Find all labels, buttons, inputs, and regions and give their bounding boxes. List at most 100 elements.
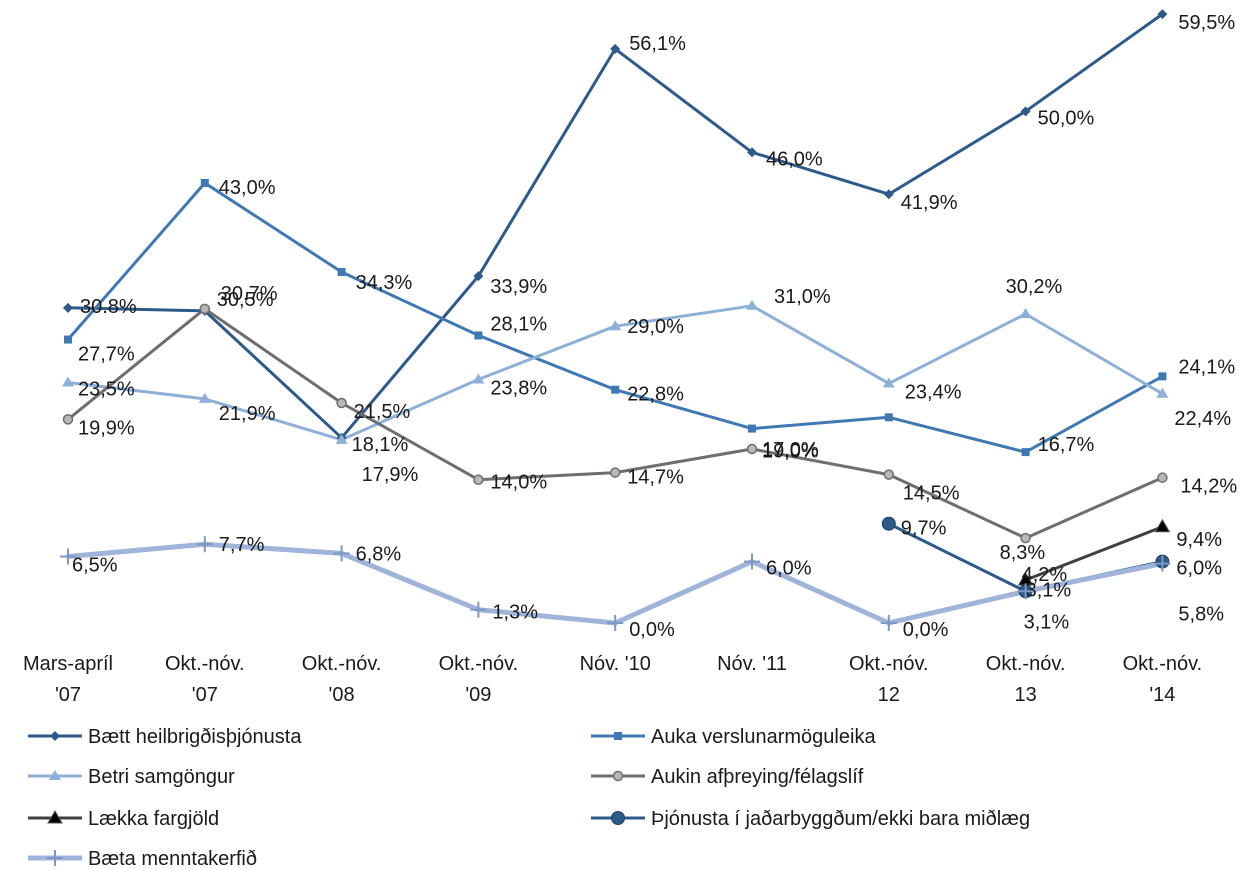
data-point-1-7 xyxy=(1021,448,1030,457)
data-point-6-0 xyxy=(60,548,76,565)
legend-marker-4 xyxy=(47,810,63,824)
x-tick-label-1-0: Okt.-nóv. xyxy=(165,653,245,675)
data-label-0-3: 33,9% xyxy=(490,276,547,298)
x-tick-label-4-0: Nóv. '10 xyxy=(580,653,651,675)
legend-marker-0 xyxy=(50,731,60,741)
legend-item-1: Auka verslunarmöguleika xyxy=(591,726,876,748)
data-label-1-3: 28,1% xyxy=(490,313,547,335)
data-point-6-3 xyxy=(470,601,487,618)
data-label-0-4: 56,1% xyxy=(629,33,686,55)
legend-label-5: Þjónusta í jaðarbyggðum/ekki bara miðlæg xyxy=(651,808,1030,830)
data-point-2-4 xyxy=(609,320,622,331)
legend: Bætt heilbrigðisþjónusta Auka verslunarmö… xyxy=(28,726,1030,870)
data-point-2-2 xyxy=(335,433,348,444)
data-point-0-8 xyxy=(1157,9,1168,20)
data-label-6-8: 5,8% xyxy=(1178,604,1224,626)
series-markers xyxy=(60,9,1171,631)
data-label-2-8: 22,4% xyxy=(1174,408,1231,430)
data-label-0-5: 46,0% xyxy=(766,148,823,170)
data-point-2-1 xyxy=(198,392,211,403)
data-label-2-2: 17,9% xyxy=(362,464,419,486)
data-label-2-7: 30,2% xyxy=(1006,276,1063,298)
x-tick-label-7-0: Okt.-nóv. xyxy=(986,653,1066,675)
legend-marker-3 xyxy=(612,770,624,782)
data-label-3-1: 30,7% xyxy=(221,283,278,305)
x-tick-label-7-1: 13 xyxy=(1014,684,1036,706)
data-label-2-5: 31,0% xyxy=(774,286,831,308)
data-point-0-3 xyxy=(473,271,484,282)
x-tick-label-2-0: Okt.-nóv. xyxy=(302,653,382,675)
legend-marker-6 xyxy=(47,850,63,866)
x-tick-label-0-1: '07 xyxy=(55,684,81,706)
series-lines xyxy=(65,12,1165,626)
data-point-1-1 xyxy=(200,178,209,187)
data-label-3-0: 19,9% xyxy=(78,417,135,439)
data-point-0-7 xyxy=(1020,106,1031,117)
legend-item-5: Þjónusta í jaðarbyggðum/ekki bara miðlæg xyxy=(591,808,1030,830)
legend-label-4: Lækka fargjöld xyxy=(88,808,219,830)
data-point-6-6 xyxy=(880,615,897,631)
data-label-6-0: 6,5% xyxy=(72,554,118,576)
data-point-1-2 xyxy=(337,267,346,276)
data-point-1-5 xyxy=(748,424,756,433)
data-point-2-7 xyxy=(1019,307,1032,318)
data-point-4-8 xyxy=(1154,518,1171,533)
data-label-6-6: 0,0% xyxy=(903,619,949,641)
data-label-1-1: 43,0% xyxy=(219,177,276,199)
data-label-5-7: 3,1% xyxy=(1026,579,1072,601)
data-point-2-8 xyxy=(1156,387,1169,398)
data-point-6-4 xyxy=(607,615,624,631)
x-tick-label-6-1: 12 xyxy=(878,684,900,706)
data-point-6-7 xyxy=(1017,583,1034,600)
data-label-3-2: 21,5% xyxy=(354,401,411,423)
legend-label-2: Betri samgöngur xyxy=(88,766,235,788)
data-label-2-3: 23,8% xyxy=(490,377,547,399)
data-point-6-1 xyxy=(196,536,213,553)
data-point-6-5 xyxy=(744,553,760,570)
data-point-3-6 xyxy=(883,469,895,480)
data-label-6-3: 1,3% xyxy=(492,602,538,624)
data-label-0-0: 30.8% xyxy=(80,296,137,318)
data-point-0-5 xyxy=(747,147,757,158)
data-label-1-8: 24,1% xyxy=(1178,356,1235,378)
x-tick-label-3-0: Okt.-nóv. xyxy=(439,653,519,675)
data-label-5-6: 9,7% xyxy=(901,518,947,540)
data-label-2-4: 29,0% xyxy=(627,316,684,338)
data-point-3-5 xyxy=(746,443,758,455)
data-point-0-4 xyxy=(610,43,621,54)
series-line-4 xyxy=(1024,525,1164,582)
legend-label-3: Aukin afþreying/félagslíf xyxy=(651,766,864,788)
legend-item-3: Aukin afþreying/félagslíf xyxy=(591,766,864,788)
data-point-3-3 xyxy=(473,474,484,485)
legend-label-6: Bæta menntakerfið xyxy=(88,848,257,870)
legend-item-4: Lækka fargjöld xyxy=(28,808,219,830)
data-label-0-8: 59,5% xyxy=(1178,12,1235,34)
legend-item-0: Bætt heilbrigðisþjónusta xyxy=(28,726,302,748)
x-tick-label-6-0: Okt.-nóv. xyxy=(849,653,929,675)
data-point-1-0 xyxy=(64,335,72,344)
data-label-1-0: 27,7% xyxy=(78,344,135,366)
data-label-3-8: 14,2% xyxy=(1180,476,1237,498)
data-label-2-6: 23,4% xyxy=(905,382,962,404)
data-point-1-8 xyxy=(1158,372,1167,381)
legend-marker-2 xyxy=(49,770,61,780)
x-tick-label-5-0: Nóv. '11 xyxy=(717,653,787,675)
data-labels: 30.8% 30,5% 18,1% 33,9% 56,1% 46,0% 41,9% 50,0%… xyxy=(72,12,1237,641)
data-label-1-2: 34,3% xyxy=(356,272,413,294)
data-label-6-4: 0,0% xyxy=(629,619,675,641)
legend-marker-5 xyxy=(611,811,625,825)
legend-label-0: Bætt heilbrigðisþjónusta xyxy=(88,726,302,748)
data-label-0-2: 18,1% xyxy=(352,434,409,456)
x-axis: Mars-apríl '07 Okt.-nóv. '07 Okt.-nóv. '08 Okt… xyxy=(23,653,1202,706)
data-point-6-2 xyxy=(333,545,350,562)
data-point-2-6 xyxy=(882,377,895,388)
x-tick-label-0-0: Mars-apríl xyxy=(23,653,113,675)
legend-item-6: Bæta menntakerfið xyxy=(28,848,257,870)
data-point-6-8 xyxy=(1154,555,1171,572)
series-line-0 xyxy=(66,12,1164,440)
data-label-3-7: 8,3% xyxy=(1000,542,1046,564)
data-label-6-1: 7,7% xyxy=(219,534,265,556)
data-label-5-8: 6,0% xyxy=(1176,558,1222,580)
data-label-3-5: 17,0% xyxy=(762,439,819,461)
data-label-4-7: 4,2% xyxy=(1022,564,1068,586)
